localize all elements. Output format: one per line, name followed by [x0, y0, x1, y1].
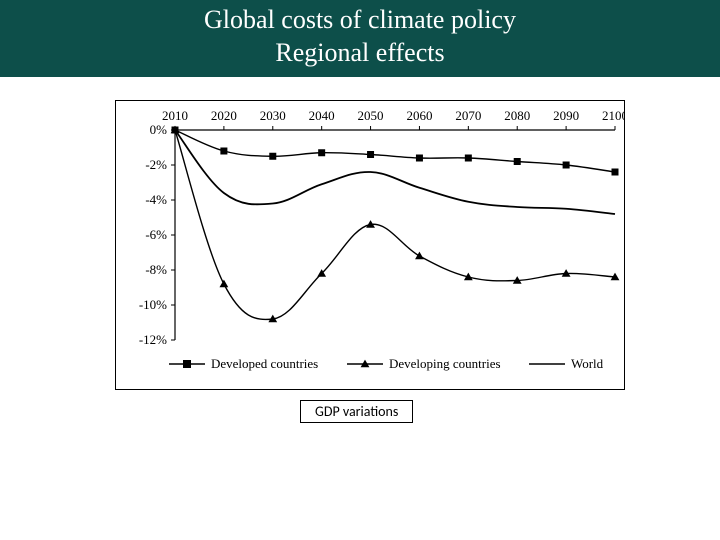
- svg-text:-6%: -6%: [145, 227, 167, 242]
- title-line-2: Regional effects: [0, 37, 720, 70]
- svg-text:-4%: -4%: [145, 192, 167, 207]
- svg-text:-2%: -2%: [145, 157, 167, 172]
- svg-text:2100: 2100: [602, 108, 625, 123]
- svg-text:-8%: -8%: [145, 262, 167, 277]
- svg-text:Developed countries: Developed countries: [211, 356, 318, 371]
- svg-text:Developing countries: Developing countries: [389, 356, 501, 371]
- caption-text: GDP variations: [315, 403, 398, 420]
- svg-text:2090: 2090: [553, 108, 579, 123]
- svg-text:2050: 2050: [358, 108, 384, 123]
- title-line-1: Global costs of climate policy: [0, 4, 720, 37]
- svg-text:0%: 0%: [150, 122, 168, 137]
- title-banner: Global costs of climate policy Regional …: [0, 0, 720, 77]
- svg-text:-10%: -10%: [139, 297, 167, 312]
- svg-text:2040: 2040: [309, 108, 335, 123]
- gdp-variations-chart: 2010 2020 2030 2040 2050 2060 2070 2080 2090 2100…: [115, 100, 625, 390]
- svg-text:2030: 2030: [260, 108, 286, 123]
- chart-svg: 2010 2020 2030 2040 2050 2060 2070 2080 2090 2100…: [115, 100, 625, 390]
- svg-text:World: World: [571, 356, 604, 371]
- svg-text:2060: 2060: [406, 108, 432, 123]
- svg-text:2020: 2020: [211, 108, 237, 123]
- svg-text:2070: 2070: [455, 108, 481, 123]
- svg-text:2010: 2010: [162, 108, 188, 123]
- svg-text:-12%: -12%: [139, 332, 167, 347]
- svg-text:2080: 2080: [504, 108, 530, 123]
- caption-box: GDP variations: [300, 400, 413, 423]
